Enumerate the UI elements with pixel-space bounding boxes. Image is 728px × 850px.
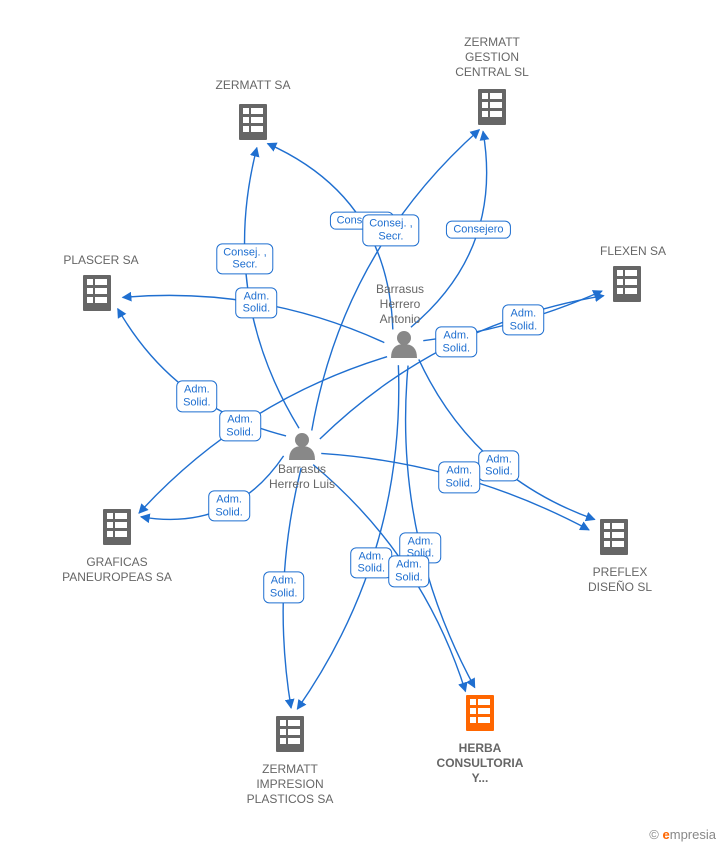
edge-antonio-to-preflex xyxy=(419,359,595,519)
node-zermatt_sa[interactable] xyxy=(239,104,267,140)
building-icon xyxy=(600,519,628,555)
brand-logo-rest: mpresia xyxy=(670,827,716,842)
node-plascer[interactable] xyxy=(83,275,111,311)
node-graficas[interactable] xyxy=(103,509,131,545)
edge-luis-to-zermatt_impresion xyxy=(283,468,301,708)
edge-antonio-to-zermatt_sa xyxy=(268,144,393,330)
edge-luis-to-plascer xyxy=(118,309,286,436)
node-preflex[interactable] xyxy=(600,519,628,555)
edge-luis-to-preflex xyxy=(321,453,589,529)
building-icon xyxy=(103,509,131,545)
node-herba[interactable] xyxy=(466,695,494,731)
edge-luis-to-flexen xyxy=(320,296,604,439)
building-icon xyxy=(466,695,494,731)
copyright-symbol: © xyxy=(649,827,659,842)
network-canvas xyxy=(0,0,728,850)
person-icon xyxy=(289,433,315,460)
brand-logo-e: e xyxy=(663,827,670,842)
building-icon xyxy=(613,266,641,302)
node-flexen[interactable] xyxy=(613,266,641,302)
edge-antonio-to-zermatt_gestion xyxy=(411,131,487,327)
building-icon xyxy=(276,716,304,752)
building-icon xyxy=(239,104,267,140)
person-icon xyxy=(391,331,417,358)
node-antonio[interactable] xyxy=(391,331,417,358)
edge-luis-to-herba xyxy=(313,465,465,692)
edge-antonio-to-herba xyxy=(406,366,475,688)
node-zermatt_gestion[interactable] xyxy=(478,89,506,125)
building-icon xyxy=(83,275,111,311)
edge-antonio-to-flexen xyxy=(423,291,602,341)
node-luis[interactable] xyxy=(289,433,315,460)
building-icon xyxy=(478,89,506,125)
node-zermatt_impresion[interactable] xyxy=(276,716,304,752)
edge-luis-to-graficas xyxy=(141,456,284,520)
footer-copyright: © empresia xyxy=(649,827,716,842)
edge-luis-to-zermatt_sa xyxy=(245,148,299,429)
